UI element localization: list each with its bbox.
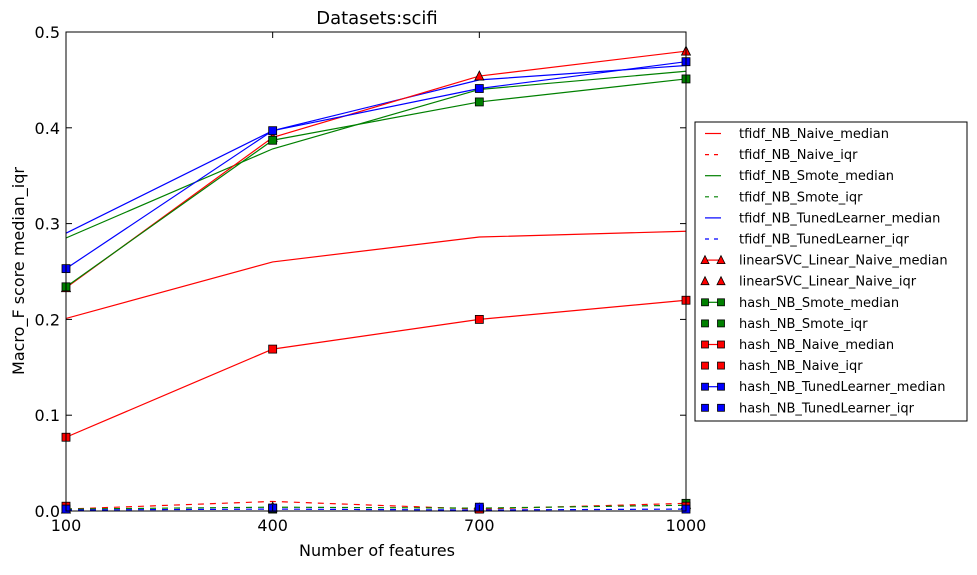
legend: tfidf_NB_Naive_median tfidf_NB_Naive_iqrt… xyxy=(694,121,968,422)
y-tick-label: 0.5 xyxy=(35,23,60,42)
x-tick-label: 100 xyxy=(51,516,82,535)
legend-swatch-marker-hash_NB_TunedLearner_median xyxy=(701,382,709,391)
series-line-tfidf_NB_TunedLearner_median xyxy=(66,64,686,234)
legend-swatch-marker-hash_NB_Naive_iqr xyxy=(701,361,709,370)
point-hash_NB_Naive_median-2 xyxy=(474,314,484,324)
legend-swatch-marker-hash_NB_Smote_iqr xyxy=(701,319,709,328)
legend-swatch-marker-hash_NB_TunedLearner_iqr xyxy=(701,403,709,412)
y-tick-label: 0.4 xyxy=(35,119,60,138)
legend-swatch-marker-hash_NB_Naive_median xyxy=(701,340,709,349)
legend-label: hash_NB_Smote_iqr xyxy=(739,317,868,332)
x-tick-label: 700 xyxy=(464,516,495,535)
legend-label: tfidf_NB_Naive_median xyxy=(739,127,889,142)
legend-label: hash_NB_Naive_iqr xyxy=(739,359,863,374)
series-line-tfidf_NB_TunedLearner_iqr xyxy=(66,508,686,511)
series-line-linearSVC_Linear_Naive_median xyxy=(66,50,686,289)
legend-label: hash_NB_Naive_median xyxy=(739,338,894,353)
legend-label: tfidf_NB_TunedLearner_iqr xyxy=(739,233,909,248)
series-line-hash_NB_TunedLearner_median xyxy=(66,61,686,270)
point-linearSVC_Linear_Naive_median-2 xyxy=(474,70,485,81)
legend-label: hash_NB_Smote_median xyxy=(739,296,899,311)
y-axis: 0.0 0.1 0.2 0.3 0.4 0.5 xyxy=(35,23,686,521)
legend-label: hash_NB_TunedLearner_median xyxy=(739,380,945,395)
legend-label: tfidf_NB_Smote_median xyxy=(739,169,894,184)
legend-box xyxy=(694,121,968,422)
x-tick-label: 1000 xyxy=(666,516,707,535)
point-hash_NB_Smote_median-1 xyxy=(268,135,278,145)
legend-swatch-marker-hash_NB_Smote_median xyxy=(717,298,725,307)
series-line-tfidf_NB_Smote_median xyxy=(66,70,686,239)
y-tick-label: 0.0 xyxy=(35,502,60,521)
point-hash_NB_TunedLearner_median-2 xyxy=(474,84,484,93)
legend-swatch-marker-linearSVC_Linear_Naive_iqr xyxy=(700,275,710,286)
x-tick-label: 400 xyxy=(257,516,288,535)
series-line-hash_NB_Naive_median xyxy=(66,299,686,438)
series-line-hash_NB_Smote_median xyxy=(66,78,686,288)
x-axis: 100 400 700 1000 xyxy=(51,32,707,535)
point-hash_NB_TunedLearner_median-1 xyxy=(268,126,278,136)
legend-swatch-marker-hash_NB_Smote_iqr xyxy=(717,319,725,328)
legend-label: tfidf_NB_Smote_iqr xyxy=(739,190,863,205)
y-tick-label: 0.2 xyxy=(35,310,60,329)
legend-label: hash_NB_TunedLearner_iqr xyxy=(739,401,915,416)
legend-swatch-marker-hash_NB_Naive_median xyxy=(717,340,725,349)
chart-title: Datasets:scifi xyxy=(316,8,438,29)
y-tick-label: 0.1 xyxy=(35,406,60,425)
point-hash_NB_Smote_median-2 xyxy=(474,97,484,107)
legend-label: tfidf_NB_TunedLearner_median xyxy=(739,211,940,226)
legend-swatch-marker-linearSVC_Linear_Naive_median xyxy=(716,254,726,265)
legend-swatch-marker-hash_NB_TunedLearner_iqr xyxy=(717,403,725,412)
series-lines xyxy=(66,50,686,511)
legend-label: linearSVC_Linear_Naive_median xyxy=(739,254,948,269)
legend-swatch-marker-hash_NB_Smote_median xyxy=(701,298,709,307)
y-tick-label: 0.3 xyxy=(35,215,60,234)
x-axis-title: Number of features xyxy=(299,541,455,560)
y-axis-title: Macro_F score median_iqr xyxy=(9,167,29,375)
series-line-tfidf_NB_Smote_iqr xyxy=(66,504,686,510)
legend-label: linearSVC_Linear_Naive_iqr xyxy=(739,275,917,290)
legend-label: tfidf_NB_Naive_iqr xyxy=(739,148,858,163)
legend-swatch-marker-hash_NB_TunedLearner_median xyxy=(717,382,725,391)
series-line-tfidf_NB_Naive_median xyxy=(66,230,686,320)
legend-swatch-marker-linearSVC_Linear_Naive_median xyxy=(700,254,710,265)
plot-frame xyxy=(65,31,687,512)
point-hash_NB_Naive_median-1 xyxy=(268,344,278,354)
legend-swatch-marker-linearSVC_Linear_Naive_iqr xyxy=(716,275,726,286)
legend-swatch-marker-hash_NB_Naive_iqr xyxy=(717,361,725,370)
